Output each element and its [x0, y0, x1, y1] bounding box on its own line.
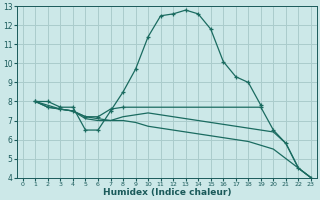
X-axis label: Humidex (Indice chaleur): Humidex (Indice chaleur) [103, 188, 231, 197]
